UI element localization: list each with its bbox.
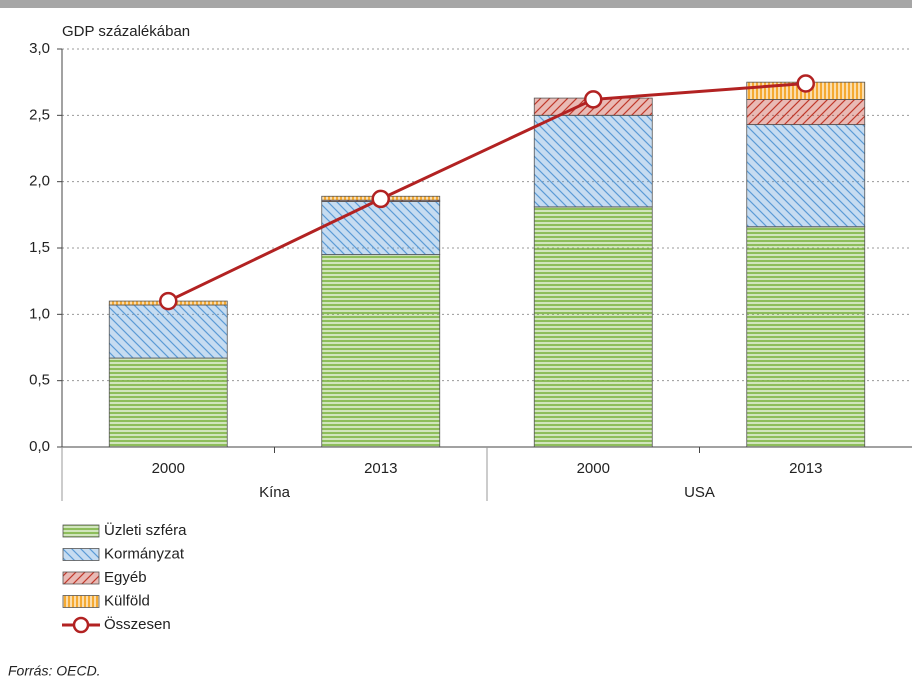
legend-label: Összesen: [104, 615, 171, 633]
y-tick-label: 2,5: [29, 106, 50, 123]
legend-label: Egyéb: [104, 569, 147, 586]
total-marker: [796, 74, 815, 93]
bar-segment: [321, 254, 441, 448]
y-tick-label: 3,0: [29, 40, 50, 57]
bar-segment: [108, 357, 228, 448]
total-marker: [584, 90, 603, 109]
group-label: USA: [684, 484, 715, 501]
x-tick-label: 2000: [577, 460, 610, 477]
y-tick-label: 0,5: [29, 372, 50, 389]
legend-swatch: [62, 595, 100, 608]
total-line: [167, 81, 806, 303]
legend-label: Üzleti szféra: [104, 521, 187, 539]
source-note: Forrás: OECD.: [8, 663, 101, 679]
y-tick-label: 1,5: [29, 239, 50, 256]
y-tick-label: 2,0: [29, 173, 50, 190]
top-band: [0, 0, 912, 8]
bar-segment: [533, 114, 653, 208]
bar-segment: [321, 201, 441, 256]
bar-segment: [533, 206, 653, 448]
x-tick-label: 2000: [152, 460, 185, 477]
legend-swatch: [62, 548, 100, 561]
y-tick-label: 1,0: [29, 305, 50, 322]
legend-swatch: [62, 524, 100, 538]
y-axis-label: GDP százalékában: [62, 23, 190, 40]
legend-marker: [72, 616, 90, 634]
total-marker: [371, 189, 390, 209]
legend-label: Kormányzat: [104, 545, 185, 562]
legend-label: Külföld: [104, 592, 150, 609]
bar-segment: [746, 124, 866, 228]
x-tick-label: 2013: [364, 460, 397, 477]
bar-segment: [108, 304, 228, 359]
bar-segment: [746, 99, 866, 126]
y-tick-label: 0,0: [29, 438, 50, 455]
legend-swatch: [62, 571, 100, 585]
total-marker: [159, 291, 178, 311]
bar-segment: [746, 226, 866, 448]
x-tick-label: 2013: [789, 460, 822, 477]
group-label: Kína: [259, 484, 291, 501]
